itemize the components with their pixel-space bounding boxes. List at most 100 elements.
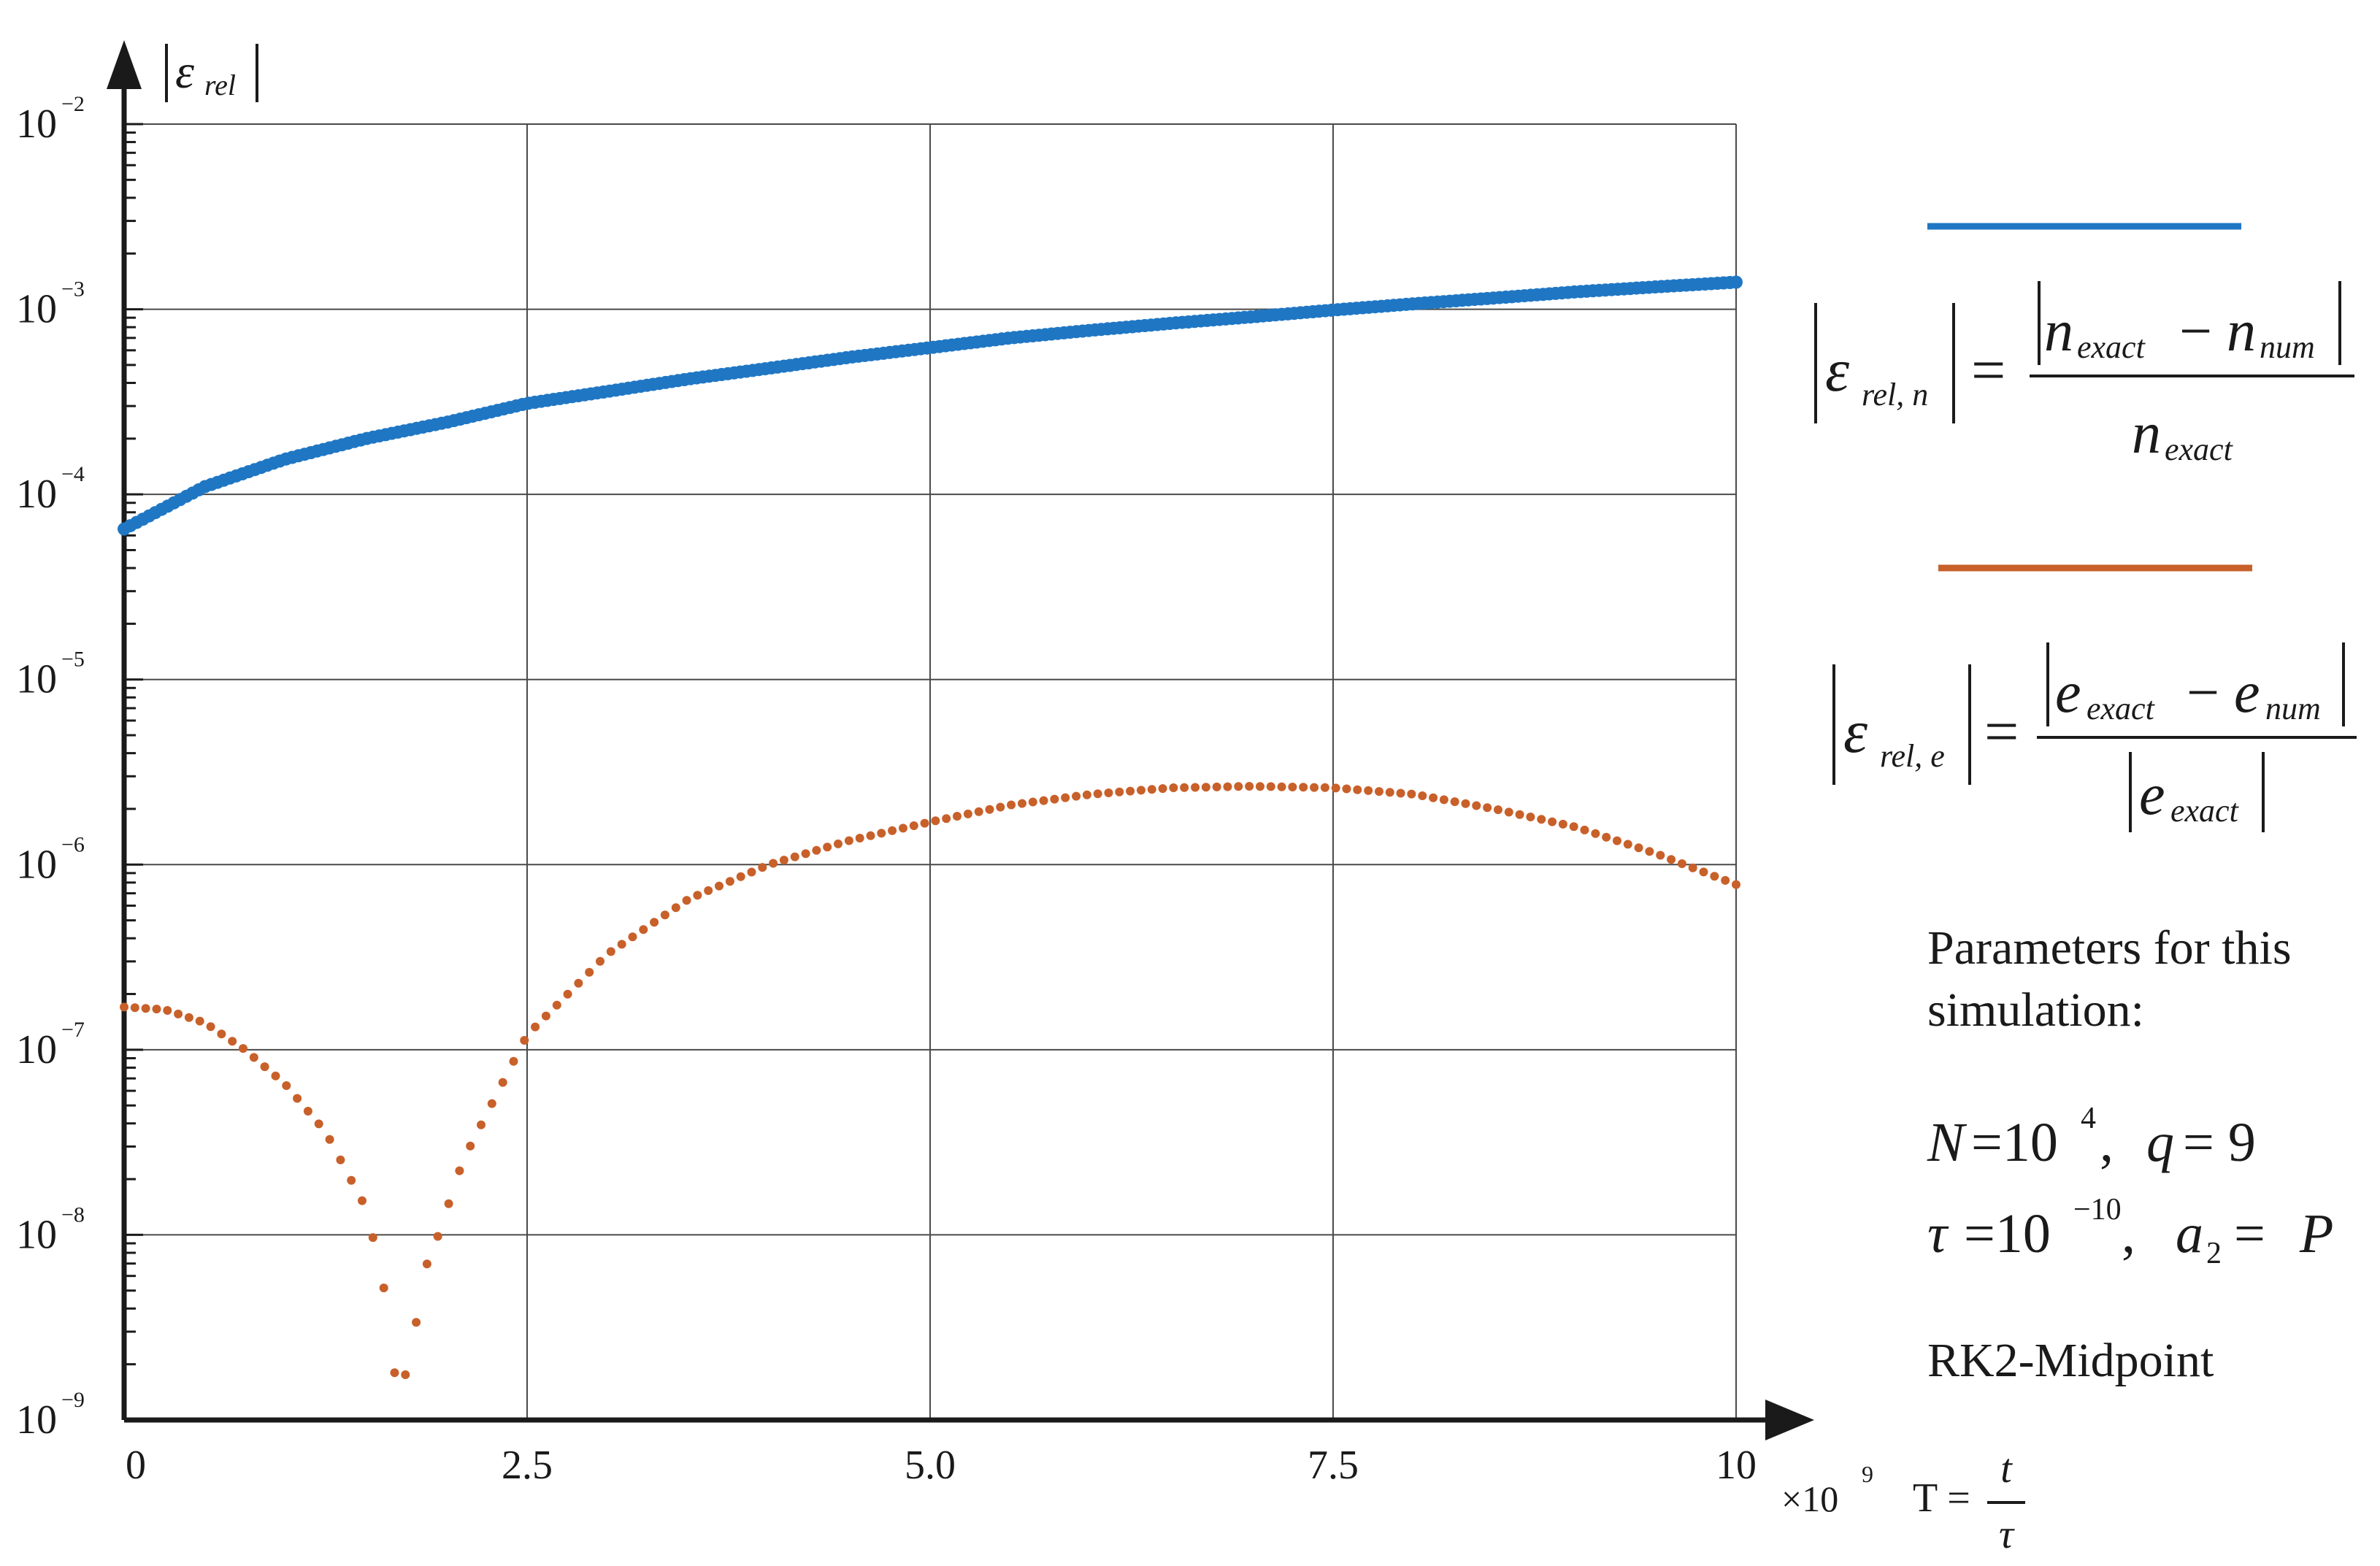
data-point-e (1191, 783, 1200, 792)
data-point-e (152, 1005, 161, 1014)
y-tick-exp: −7 (61, 1018, 85, 1042)
x-axis-arrow (1765, 1400, 1814, 1440)
data-point-e (1277, 782, 1286, 791)
y-tick-exp: −2 (61, 92, 85, 116)
data-point-e (184, 1013, 193, 1022)
data-point-e (217, 1029, 226, 1039)
data-point-e (1623, 840, 1632, 849)
y-tick-base: 10 (16, 101, 57, 147)
eq2-a-sub: 2 (2206, 1237, 2222, 1270)
data-point-e (650, 918, 659, 927)
data-point-e (1180, 783, 1189, 792)
x-tick-label: 2.5 (502, 1443, 553, 1488)
data-point-e (1299, 783, 1308, 792)
data-point-e (325, 1135, 334, 1144)
data-point-e (1126, 786, 1135, 796)
data-point-e (671, 903, 680, 913)
data-point-e (1234, 782, 1243, 791)
data-point-e (260, 1062, 269, 1072)
data-point-e (953, 812, 961, 821)
data-point-e (758, 863, 767, 872)
data-point-e (1007, 800, 1016, 810)
y-tick-label: 10 −5 (16, 648, 85, 702)
data-point-e (1439, 795, 1448, 805)
data-point-e (823, 843, 832, 852)
data-point-e (433, 1232, 442, 1241)
data-point-e (1093, 789, 1102, 799)
data-point-e (736, 872, 745, 881)
data-point-e (942, 814, 951, 824)
y-label-epsilon: ε (175, 45, 194, 99)
y-tick-exp: −4 (61, 462, 85, 486)
y-tick-label: 10 −9 (16, 1388, 85, 1443)
y-axis-label: ε rel (165, 44, 258, 102)
data-point-e (985, 805, 994, 814)
data-point-e (1569, 822, 1578, 832)
data-point-e (1072, 791, 1081, 801)
x-axis (124, 1400, 1814, 1440)
legend-e-num-a: e (2055, 661, 2081, 725)
x-tick-labels: 0 2.5 5.0 7.5 10 (126, 1443, 1757, 1488)
legend-n: ε rel, n = n exact − n num n exact (1814, 223, 2354, 467)
y-tick-labels: 10−210−310−410−510−610−710−810−9 (16, 92, 85, 1443)
data-point-e (1104, 788, 1113, 797)
y-tick-exp: −5 (61, 648, 85, 672)
data-point-e (1353, 785, 1362, 794)
data-point-e (1526, 813, 1535, 821)
eq1-N: N (1927, 1112, 1968, 1173)
data-point-e (715, 881, 723, 891)
data-point-e (1082, 790, 1091, 799)
data-point-e (401, 1370, 410, 1379)
data-point-e (509, 1056, 518, 1066)
data-point-e (282, 1081, 291, 1090)
data-point-e (1223, 782, 1232, 791)
data-point-e (1158, 784, 1167, 794)
params-line-1: Parameters for this (1927, 921, 2292, 975)
data-point-e (1721, 875, 1730, 885)
y-tick-base: 10 (16, 842, 57, 887)
data-point-e (747, 867, 756, 877)
legend-e-den-sub: exact (2170, 793, 2240, 829)
x-tick-label: 0 (126, 1443, 146, 1488)
params-line-2: simulation: (1927, 983, 2144, 1037)
data-point-e (477, 1120, 485, 1129)
data-point-e (866, 831, 875, 840)
data-point-e (466, 1141, 475, 1151)
data-point-e (1429, 793, 1438, 802)
legend-e-num-b-sub: num (2265, 691, 2321, 726)
data-point-e (239, 1044, 247, 1053)
legend-n-num-b: n (2227, 299, 2256, 364)
y-tick-label: 10 −4 (16, 462, 85, 517)
legend-n-num-a-sub: exact (2077, 329, 2146, 365)
legend-n-epsilon: ε (1825, 337, 1850, 404)
data-point-e (628, 932, 637, 942)
y-tick-label: 10 −7 (16, 1018, 85, 1072)
eq2-eq: =10 (1964, 1203, 2051, 1264)
x-axis-label: ×10 9 T = t τ (1781, 1446, 2025, 1557)
data-point-e (293, 1094, 302, 1103)
data-point-e (314, 1119, 323, 1129)
data-point-n (1730, 275, 1743, 289)
data-point-e (693, 891, 702, 900)
y-tick-base: 10 (16, 1397, 57, 1443)
eq1-comma: , (2100, 1112, 2114, 1173)
y-tick-label: 10 −2 (16, 92, 85, 147)
data-point-e (1169, 783, 1178, 792)
y-tick-exp: −8 (61, 1202, 85, 1227)
data-point-e (931, 816, 940, 826)
data-point-e (336, 1155, 345, 1164)
data-point-e (163, 1006, 172, 1015)
data-point-e (596, 956, 604, 966)
data-point-e (1645, 847, 1654, 856)
data-point-e (228, 1037, 237, 1046)
data-point-e (1504, 807, 1513, 817)
data-point-e (1364, 786, 1373, 795)
data-point-e (1256, 782, 1264, 791)
legend-e-minus: − (2187, 661, 2219, 725)
data-point-e (888, 826, 897, 835)
data-point-e (1483, 803, 1492, 813)
legend-e-epsilon: ε (1843, 698, 1868, 766)
data-point-e (1548, 817, 1557, 826)
y-axis (107, 40, 142, 1420)
legend-e-num-b: e (2234, 661, 2260, 725)
